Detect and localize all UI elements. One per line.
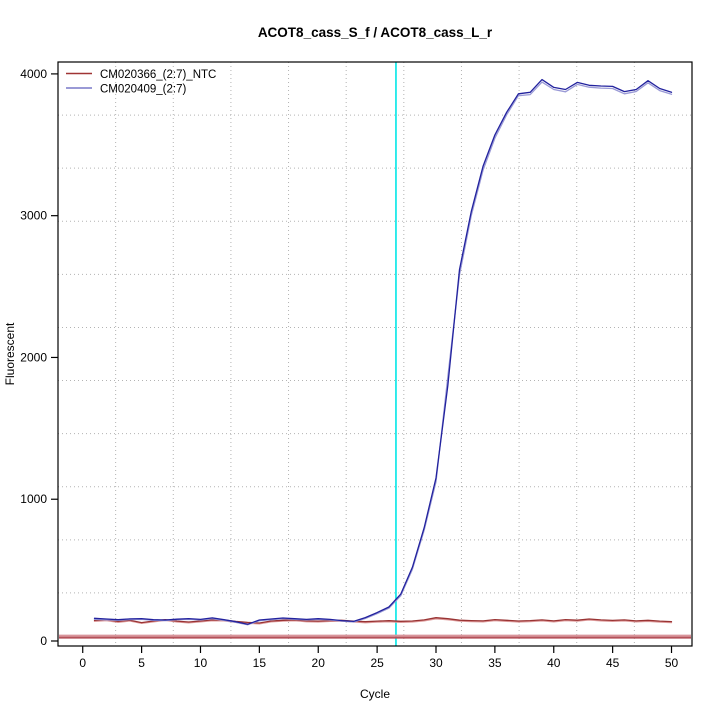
curve-CM020366_(2:7)_NTC [93, 618, 673, 625]
legend-label-ntc: CM020366_(2:7)_NTC [100, 69, 216, 81]
y-axis-title: Fluorescent [3, 322, 17, 385]
legend: CM020366_(2:7)_NTC CM020409_(2:7) [66, 69, 216, 96]
curve-CM020409_(2:7) [93, 78, 673, 625]
x-tick-label: 5 [138, 656, 145, 670]
legend-label-sample: CM020409_(2:7) [100, 84, 186, 96]
axis-layer: 0 5 10 15 20 25 30 35 40 45 50 0 1000 2000 3000 4000 [20, 67, 678, 670]
series-layer [93, 78, 673, 626]
x-tick-label: 10 [194, 656, 208, 670]
marker-layer [59, 62, 691, 646]
curve-CM020409_(2:7) [93, 81, 673, 626]
y-tick-label: 2000 [20, 350, 47, 364]
x-tick-label: 50 [665, 656, 679, 670]
x-tick-label: 45 [606, 656, 620, 670]
y-tick-label: 4000 [20, 67, 47, 81]
grid-layer [58, 62, 692, 646]
x-tick-label: 15 [253, 656, 267, 670]
x-tick-label: 30 [429, 656, 443, 670]
x-tick-label: 20 [312, 656, 326, 670]
x-tick-label: 25 [370, 656, 384, 670]
x-tick-label: 40 [547, 656, 561, 670]
y-tick-label: 3000 [20, 209, 47, 223]
x-tick-label: 35 [488, 656, 502, 670]
x-axis-title: Cycle [360, 687, 390, 701]
chart-title: ACOT8_cass_S_f / ACOT8_cass_L_r [258, 25, 493, 40]
x-tick-label: 0 [79, 656, 86, 670]
y-tick-label: 0 [40, 634, 47, 648]
plot-box-border [57, 61, 693, 647]
curve-CM020366_(2:7)_NTC [93, 617, 673, 624]
y-tick-label: 1000 [20, 492, 47, 506]
